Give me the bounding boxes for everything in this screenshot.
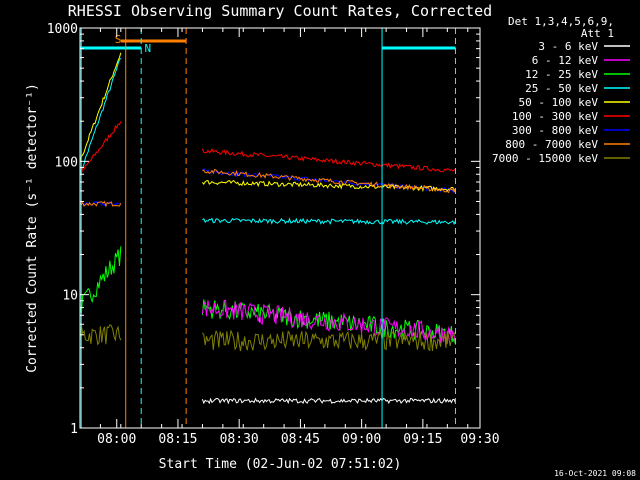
legend-entry-label: 800 - 7000 keV bbox=[505, 138, 598, 151]
x-tick-label: 09:15 bbox=[403, 432, 442, 447]
series-line-7000-15000-keV bbox=[79, 324, 122, 346]
x-tick-label: 08:45 bbox=[281, 432, 320, 447]
y-axis-label: Corrected Count Rate (s⁻¹ detector⁻¹) bbox=[25, 83, 40, 373]
series-line-100-300-keV bbox=[80, 121, 122, 175]
x-tick-label: 08:30 bbox=[220, 432, 259, 447]
legend-entry-label: 6 - 12 keV bbox=[532, 54, 599, 67]
legend-entry-label: 100 - 300 keV bbox=[512, 110, 598, 123]
series-line-12-25-keV bbox=[79, 246, 122, 314]
x-tick-label: 09:00 bbox=[342, 432, 381, 447]
marker-layer: SN bbox=[80, 28, 457, 428]
chart-title: RHESSI Observing Summary Count Rates, Co… bbox=[68, 2, 492, 20]
legend-header-line-1: Det 1,3,4,5,6,9, bbox=[508, 15, 614, 28]
legend-entry-label: 300 - 800 keV bbox=[512, 124, 598, 137]
y-tick-label: 100 bbox=[55, 155, 78, 170]
x-tick-label: 09:30 bbox=[460, 432, 499, 447]
saa-marker-label: S bbox=[115, 33, 122, 46]
series-line-3-6-keV bbox=[201, 397, 456, 405]
x-tick-label: 08:15 bbox=[158, 432, 197, 447]
series-line-800-7000-keV bbox=[202, 168, 456, 194]
x-tick-label: 08:00 bbox=[97, 432, 136, 447]
y-tick-label: 1 bbox=[70, 422, 78, 437]
legend-entry-label: 25 - 50 keV bbox=[525, 82, 598, 95]
footer-date: 16-Oct-2021 09:08 bbox=[554, 469, 636, 478]
series-line-25-50-keV bbox=[79, 57, 122, 177]
x-axis-label: Start Time (02-Jun-02 07:51:02) bbox=[159, 457, 402, 472]
series-line-25-50-keV bbox=[202, 217, 456, 226]
series-line-50-100-keV bbox=[79, 52, 122, 163]
axis-layer: 08:00 08:15 08:30 08:45 09:00 09:15 09:30 1 10 10… bbox=[47, 22, 500, 447]
y-tick-label: 10 bbox=[62, 289, 78, 304]
series-line-6-12-keV bbox=[201, 299, 456, 344]
legend-entry-label: 12 - 25 keV bbox=[525, 68, 598, 81]
series-line-100-300-keV bbox=[201, 148, 456, 173]
y-tick-label: 1000 bbox=[47, 22, 78, 37]
legend-header-line-2: Att 1 bbox=[581, 27, 614, 40]
legend-entry-label: 7000 - 15000 keV bbox=[492, 152, 598, 165]
series-line-7000-15000-keV bbox=[202, 329, 456, 352]
plot-frame bbox=[79, 27, 481, 429]
legend-entry-label: 50 - 100 keV bbox=[519, 96, 599, 109]
series-line-800-7000-keV bbox=[79, 200, 122, 208]
data-layer bbox=[79, 52, 456, 405]
night-marker-label: N bbox=[144, 42, 151, 55]
legend-entry-label: 3 - 6 keV bbox=[538, 40, 598, 53]
